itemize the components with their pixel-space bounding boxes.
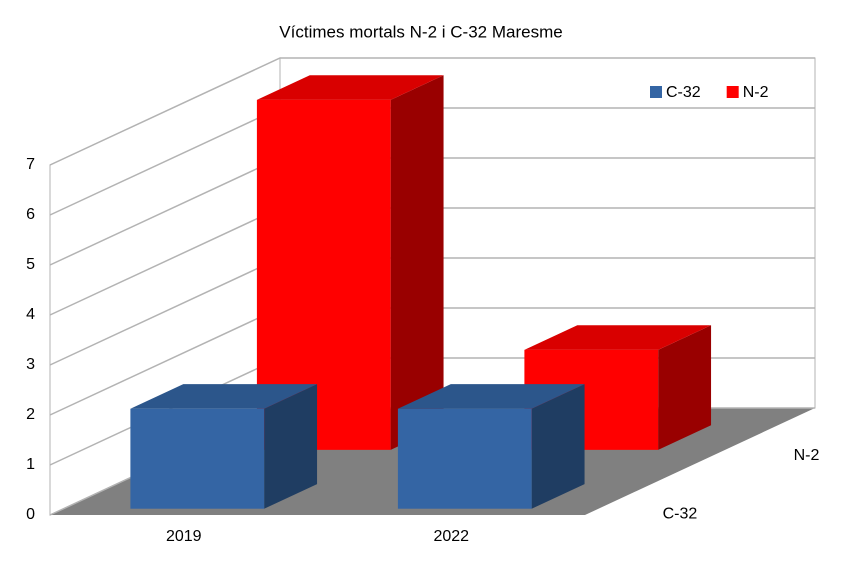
bar-top [256, 75, 444, 100]
y-tick-label: 3 [26, 356, 35, 373]
legend-swatch [650, 86, 662, 98]
bar [397, 408, 532, 509]
y-tick-label: 1 [26, 456, 35, 473]
bar-side [264, 384, 318, 509]
legend-label: N-2 [743, 84, 769, 101]
y-tick-label: 6 [26, 206, 35, 223]
grid-line [49, 57, 815, 166]
y-tick-label: 5 [26, 256, 35, 273]
x-tick-label: 2022 [433, 528, 469, 545]
bar-top [524, 325, 712, 350]
bar-side [658, 325, 712, 450]
bar-top [130, 384, 318, 409]
y-tick-label: 2 [26, 406, 35, 423]
y-tick-label: 0 [26, 506, 35, 523]
legend-swatch [726, 86, 739, 98]
legend-label: C-32 [666, 84, 701, 101]
chart-title: Víctimes mortals N-2 i C-32 Maresme [279, 22, 562, 41]
y-tick-label: 7 [26, 156, 35, 173]
bar-side [390, 75, 444, 450]
x-tick-label: 2019 [166, 528, 202, 545]
depth-label: N-2 [794, 447, 820, 464]
bar [130, 408, 265, 509]
y-tick-label: 4 [26, 306, 35, 323]
depth-label: C-32 [663, 506, 698, 523]
bar-side [531, 384, 585, 509]
bar-top [397, 384, 585, 409]
